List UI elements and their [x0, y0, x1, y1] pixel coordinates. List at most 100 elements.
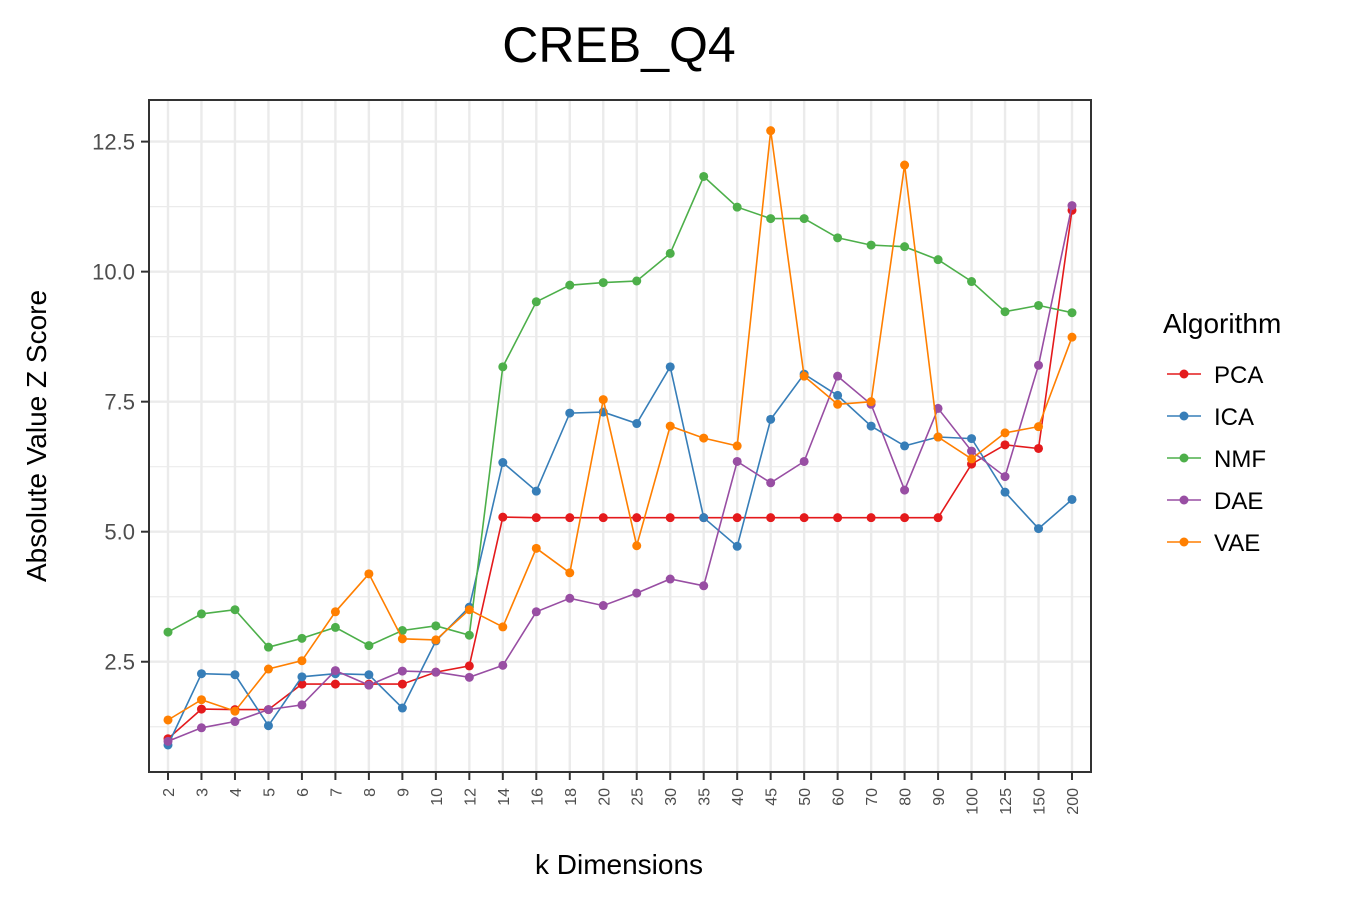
x-tick-label: 50 — [797, 788, 814, 806]
data-point-vae — [833, 399, 843, 409]
data-point-dae — [967, 446, 977, 456]
data-point-vae — [297, 656, 307, 666]
data-point-ica — [866, 421, 876, 431]
legend-label: DAE — [1214, 488, 1263, 515]
data-point-nmf — [230, 605, 240, 615]
plot-panel-border — [148, 99, 1092, 773]
data-point-nmf — [1000, 307, 1010, 317]
x-tick-label: 100 — [965, 788, 982, 815]
data-point-nmf — [833, 233, 843, 243]
data-point-dae — [833, 371, 843, 381]
data-point-dae — [397, 666, 407, 676]
legend-label: VAE — [1214, 530, 1260, 557]
data-point-vae — [364, 569, 374, 579]
x-tick-label: 60 — [831, 788, 848, 806]
data-point-vae — [1000, 428, 1010, 438]
data-point-pca — [632, 513, 642, 523]
data-point-nmf — [431, 621, 441, 631]
data-point-pca — [1034, 443, 1044, 453]
data-point-dae — [766, 478, 776, 488]
x-tick-label: 18 — [563, 788, 580, 806]
chart-title: CREB_Q4 — [502, 17, 735, 73]
legend-label: ICA — [1214, 404, 1254, 431]
series-dae — [163, 201, 1077, 746]
x-tick-label: 20 — [596, 788, 613, 806]
x-tick-label: 150 — [1032, 788, 1049, 815]
data-point-vae — [866, 397, 876, 407]
y-tick-label: 7.5 — [104, 390, 135, 415]
x-tick-label: 40 — [730, 788, 747, 806]
legend-label: NMF — [1214, 446, 1266, 473]
data-point-vae — [531, 543, 541, 553]
data-point-vae — [230, 706, 240, 716]
data-point-nmf — [196, 609, 206, 619]
y-axis-title: Absolute Value Z Score — [21, 290, 52, 582]
y-tick-label: 12.5 — [92, 130, 135, 155]
legend-item-ica: ICA — [1167, 404, 1254, 431]
x-tick-label: 2 — [161, 788, 178, 797]
legend-title: Algorithm — [1163, 308, 1281, 339]
data-point-nmf — [1034, 300, 1044, 310]
data-point-pca — [598, 513, 608, 523]
data-point-pca — [900, 513, 910, 523]
data-point-ica — [766, 414, 776, 424]
x-tick-label: 8 — [362, 788, 379, 797]
series-line-ica — [167, 364, 1073, 746]
data-point-nmf — [263, 642, 273, 652]
data-point-nmf — [464, 630, 474, 640]
data-point-vae — [397, 634, 407, 644]
data-point-vae — [598, 395, 608, 405]
data-point-pca — [1000, 440, 1010, 450]
x-axis-title: k Dimensions — [535, 849, 703, 880]
x-tick-label: 45 — [764, 788, 781, 806]
data-point-nmf — [297, 633, 307, 643]
series-line-vae — [167, 130, 1073, 721]
data-point-vae — [632, 541, 642, 551]
data-point-ica — [565, 408, 575, 418]
y-tick-label: 2.5 — [104, 650, 135, 675]
data-point-vae — [799, 371, 809, 381]
data-point-ica — [230, 670, 240, 680]
x-tick-label: 10 — [429, 788, 446, 806]
data-point-dae — [531, 607, 541, 617]
data-point-nmf — [967, 277, 977, 287]
data-point-ica — [699, 513, 709, 523]
data-point-pca — [397, 679, 407, 689]
data-point-ica — [263, 721, 273, 731]
data-point-ica — [1000, 487, 1010, 497]
data-point-dae — [732, 456, 742, 466]
data-point-dae — [163, 736, 173, 746]
data-point-pca — [464, 661, 474, 671]
data-point-nmf — [565, 280, 575, 290]
data-point-nmf — [799, 214, 809, 224]
data-point-ica — [833, 390, 843, 400]
data-point-dae — [699, 581, 709, 591]
data-point-vae — [766, 126, 776, 136]
data-point-nmf — [766, 214, 776, 224]
data-point-dae — [498, 660, 508, 670]
legend-item-vae: VAE — [1167, 530, 1260, 557]
data-point-pca — [833, 513, 843, 523]
data-point-vae — [565, 568, 575, 578]
data-point-vae — [699, 433, 709, 443]
data-point-dae — [900, 485, 910, 495]
x-tick-label: 9 — [395, 788, 412, 797]
data-point-pca — [665, 513, 675, 523]
plot-series — [163, 126, 1077, 750]
series-line-dae — [167, 205, 1073, 743]
x-tick-label: 12 — [462, 788, 479, 806]
data-point-ica — [364, 670, 374, 680]
data-point-vae — [967, 454, 977, 464]
data-point-pca — [565, 513, 575, 523]
data-point-pca — [766, 513, 776, 523]
data-point-nmf — [330, 622, 340, 632]
data-point-ica — [967, 434, 977, 444]
series-line-pca — [167, 210, 1073, 740]
data-point-dae — [565, 593, 575, 603]
data-point-dae — [263, 705, 273, 715]
legend-key-point — [1179, 411, 1189, 421]
x-tick-label: 7 — [328, 788, 345, 797]
data-point-nmf — [900, 242, 910, 252]
data-point-vae — [1034, 422, 1044, 432]
